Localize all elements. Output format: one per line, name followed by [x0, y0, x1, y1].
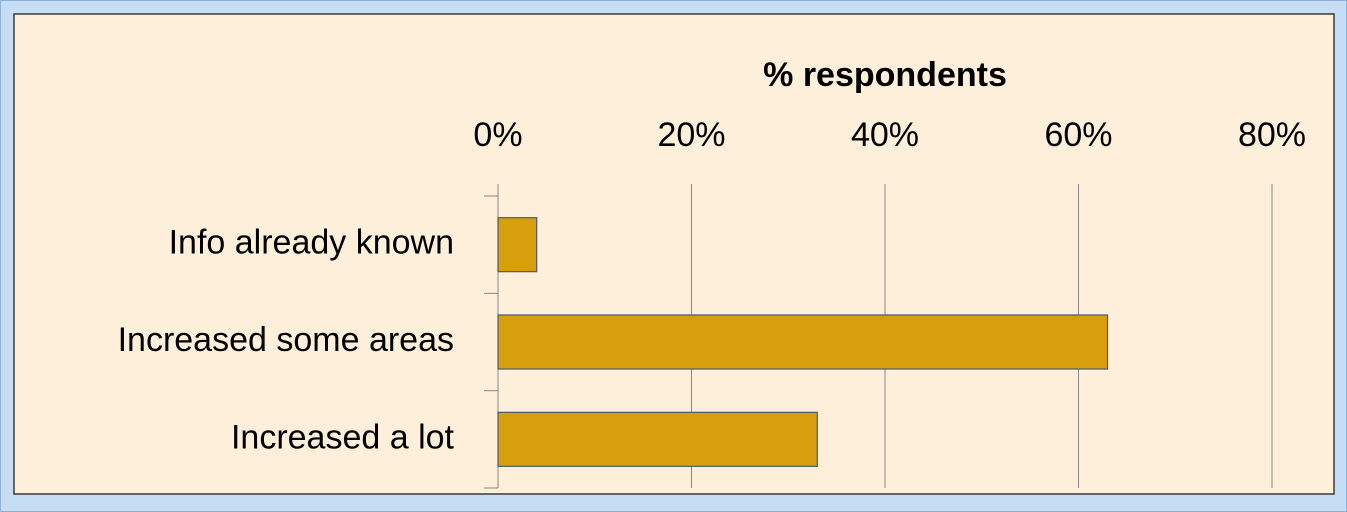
- bar: [497, 411, 818, 467]
- x-tick-label: 60%: [1044, 116, 1112, 154]
- x-tick-label: 80%: [1238, 116, 1306, 154]
- x-tick-label: 40%: [851, 116, 919, 154]
- x-tick-label: 0%: [473, 116, 522, 154]
- y-tick-label: Increased some areas: [118, 321, 454, 359]
- x-tick-label: 20%: [657, 116, 725, 154]
- axis-title: % respondents: [763, 56, 1007, 94]
- bar: [497, 314, 1109, 370]
- y-tick-label: Info already known: [169, 224, 454, 262]
- y-tick-label: Increased a lot: [231, 418, 455, 456]
- bar: [497, 217, 538, 273]
